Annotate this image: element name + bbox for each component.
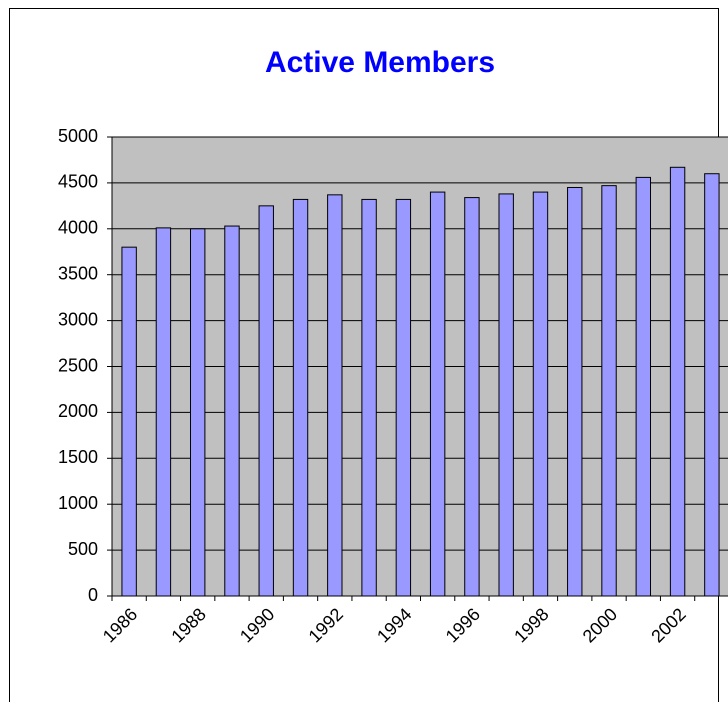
- y-tick-label: 1000: [58, 493, 98, 513]
- y-tick-label: 2000: [58, 401, 98, 421]
- bar: [635, 176, 652, 597]
- chart-title: Active Members: [265, 46, 495, 79]
- bar: [292, 198, 309, 597]
- bar: [258, 205, 274, 597]
- y-tick-label: 4500: [58, 172, 98, 192]
- bar: [532, 191, 549, 597]
- y-tick-label: 5000: [58, 126, 98, 146]
- bar: [669, 166, 686, 597]
- bar: [121, 246, 137, 597]
- y-tick-label: 3500: [58, 263, 98, 283]
- bar: [704, 173, 720, 597]
- y-tick-label: 4000: [58, 218, 98, 238]
- y-tick-label: 0: [88, 585, 98, 605]
- y-tick-label: 500: [68, 539, 98, 559]
- y-tick-label: 2500: [58, 355, 98, 375]
- bar: [429, 191, 446, 597]
- bar: [601, 185, 617, 597]
- bar: [189, 228, 206, 597]
- bar: [224, 225, 240, 597]
- bar: [567, 186, 583, 597]
- bar: [464, 197, 480, 597]
- bar: [395, 198, 412, 597]
- bar: [155, 227, 172, 597]
- bar: [361, 198, 377, 597]
- bar: [498, 193, 514, 597]
- y-tick-label: 1500: [58, 447, 98, 467]
- y-tick-label: 3000: [58, 309, 98, 329]
- bar: [327, 194, 343, 597]
